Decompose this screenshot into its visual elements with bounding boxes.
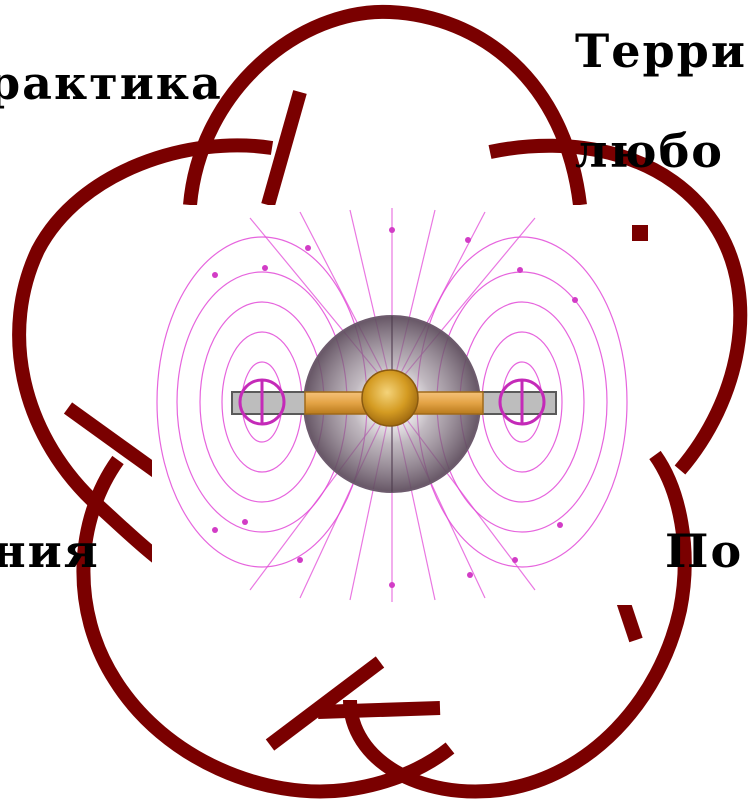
flower-outline	[12, 4, 748, 799]
label-top-left: рактика	[0, 56, 223, 110]
magnetic-field-illustration	[152, 205, 632, 605]
petal-right	[488, 138, 748, 475]
joint-square	[632, 225, 648, 241]
label-top-right-line1: Терри	[575, 24, 747, 78]
right-pole-marker	[498, 378, 546, 426]
label-top-right-line2: любо	[575, 124, 724, 178]
petal-left	[12, 138, 274, 566]
joint-tick-1	[261, 90, 307, 207]
petal-top	[183, 4, 587, 206]
label-left: ния	[0, 524, 100, 578]
label-right: По	[665, 524, 744, 578]
joint-tick-3	[265, 656, 385, 751]
joint-tick-2	[63, 402, 173, 486]
petal-bottom-right	[343, 450, 692, 799]
field-arrow-markers	[212, 227, 578, 588]
earth-core	[361, 369, 419, 427]
left-pole-marker	[238, 378, 286, 426]
magnet-bar-left	[231, 391, 311, 415]
joint-tick-4	[317, 701, 441, 719]
petal-bottom-left	[76, 455, 455, 799]
